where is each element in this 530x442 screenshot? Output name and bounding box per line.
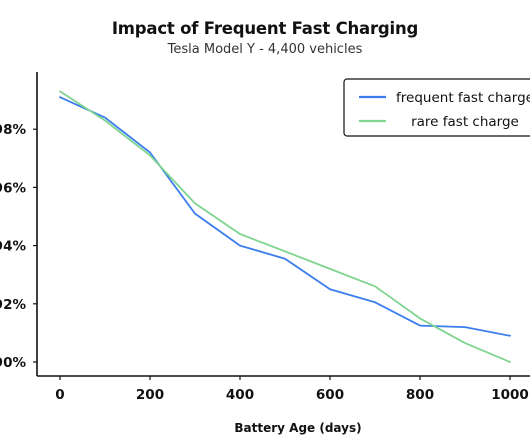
legend-label: rare fast charge — [411, 114, 519, 130]
x-tick-label: 1000 — [491, 387, 529, 403]
x-axis-ticks: 0 200 400 600 800 1000 — [55, 376, 529, 403]
x-tick-label: 200 — [136, 387, 164, 403]
y-tick-label: 96% — [0, 180, 26, 196]
x-tick-label: 400 — [226, 387, 254, 403]
y-tick-label: 94% — [0, 239, 26, 255]
legend-box — [343, 78, 530, 137]
y-axis-ticks: 90% 92% 94% 96% 98% — [0, 122, 37, 371]
legend-label: frequent fast charge — [396, 90, 530, 106]
series-line-1 — [59, 90, 511, 363]
chart-title: Impact of Frequent Fast Charging — [111, 19, 419, 38]
axes — [36, 72, 530, 377]
y-tick-label: 90% — [0, 355, 26, 371]
series-lines — [59, 90, 511, 363]
x-tick-label: 800 — [406, 387, 434, 403]
x-tick-label: 600 — [316, 387, 344, 403]
legend: frequent fast charge rare fast charge — [343, 78, 530, 137]
y-tick-label: 98% — [0, 122, 26, 138]
x-tick-label: 0 — [55, 387, 64, 403]
y-tick-label: 92% — [0, 297, 26, 313]
x-axis-label: Battery Age (days) — [234, 421, 361, 435]
chart-subtitle: Tesla Model Y - 4,400 vehicles — [167, 42, 363, 57]
